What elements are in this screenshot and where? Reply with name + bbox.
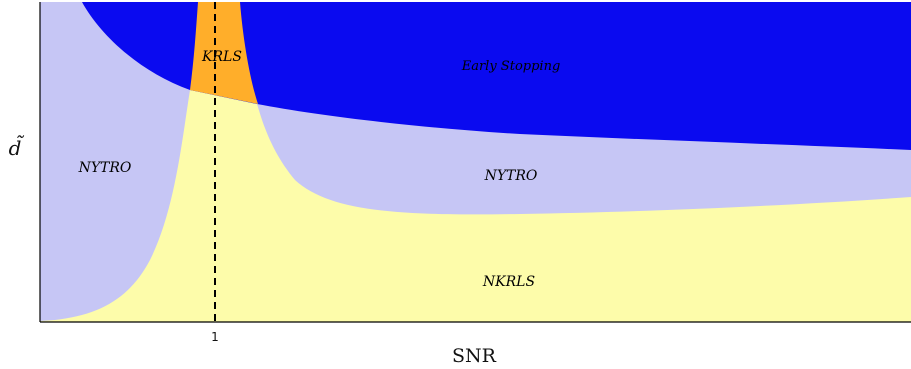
region-label-early-stopping: Early Stopping bbox=[461, 59, 561, 74]
krls-region bbox=[190, 2, 258, 104]
region-label-nytro-left: NYTRO bbox=[78, 160, 132, 176]
x-tick-label: 1 bbox=[211, 330, 219, 344]
x-axis-label: SNR bbox=[452, 345, 497, 367]
y-axis-label: d̃ bbox=[9, 134, 25, 160]
early-stopping-region bbox=[82, 2, 911, 150]
region-label-nkrls: NKRLS bbox=[482, 274, 535, 290]
region-label-krls: KRLS bbox=[201, 49, 242, 65]
region-label-nytro-right: NYTRO bbox=[484, 168, 538, 184]
